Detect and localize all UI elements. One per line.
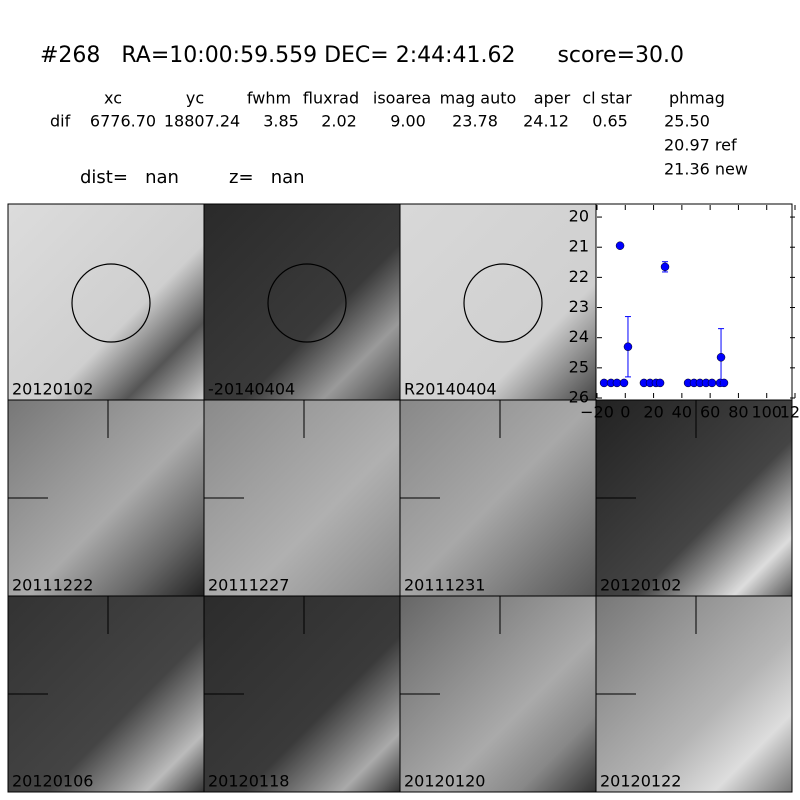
y-tick-label: 24 <box>569 327 589 346</box>
y-tick-label: 23 <box>569 297 589 316</box>
tile-label: R20140404 <box>404 380 497 399</box>
tile-label: 20120120 <box>404 772 485 791</box>
image-tile <box>399 203 597 401</box>
x-tick-label: 40 <box>672 403 692 422</box>
data-point <box>716 353 726 362</box>
row-label: dif <box>50 112 71 131</box>
data-point <box>707 378 717 388</box>
y-tick-label: 20 <box>569 207 589 226</box>
image-tile <box>203 203 401 401</box>
y-tick-label: 21 <box>569 237 589 256</box>
column-header: aper <box>534 89 571 108</box>
tile-label: -20140404 <box>208 380 295 399</box>
cell-value: 2.02 <box>321 112 357 131</box>
dist: dist= nan <box>80 167 179 188</box>
cell-value: 25.50 <box>664 112 710 131</box>
column-header: mag auto <box>440 89 517 108</box>
data-point <box>619 378 629 388</box>
data-point <box>615 241 625 250</box>
column-header: yc <box>186 89 204 108</box>
data-point <box>623 342 633 351</box>
y-tick-label: 22 <box>569 267 589 286</box>
y-tick-label: 26 <box>569 388 589 407</box>
tile-label: 20120122 <box>600 772 681 791</box>
data-point <box>660 262 670 272</box>
image-tile <box>7 203 205 401</box>
data-point <box>655 378 665 388</box>
x-tick-label: 120 <box>780 403 800 422</box>
tile-label: 20120118 <box>208 772 289 791</box>
x-tick-label: 100 <box>751 403 782 422</box>
column-header: cl star <box>582 89 632 108</box>
title: #268 RA=10:00:59.559 DEC= 2:44:41.62 sco… <box>40 43 684 68</box>
tile-label: 20111231 <box>404 576 485 595</box>
redshift: z= nan <box>229 167 305 188</box>
y-tick-label: 25 <box>569 357 589 376</box>
cell-value: 18807.24 <box>164 112 240 131</box>
cell-value: 23.78 <box>452 112 498 131</box>
aperture-circle <box>463 263 543 343</box>
new-mag: 21.36 new <box>664 160 748 179</box>
cell-value: 6776.70 <box>90 112 156 131</box>
x-tick-label: 0 <box>620 403 630 422</box>
aperture-circle <box>71 263 151 343</box>
tile-label: 20111222 <box>12 576 93 595</box>
cell-value: 24.12 <box>523 112 569 131</box>
cell-value: 3.85 <box>263 112 299 131</box>
tile-label: 20120102 <box>12 380 93 399</box>
column-header: isoarea <box>373 89 431 108</box>
cell-value: 0.65 <box>592 112 628 131</box>
data-point <box>612 378 622 388</box>
x-tick-label: 80 <box>728 403 748 422</box>
column-header: fwhm <box>247 89 291 108</box>
column-header: fluxrad <box>303 89 359 108</box>
ref-mag: 20.97 ref <box>664 136 737 155</box>
cell-value: 9.00 <box>390 112 426 131</box>
x-tick-label: 60 <box>700 403 720 422</box>
x-tick-label: −20 <box>580 403 614 422</box>
aperture-circle <box>267 263 347 343</box>
data-point <box>719 378 729 388</box>
column-header: phmag <box>669 89 725 108</box>
tile-label: 20120106 <box>12 772 93 791</box>
plot-background <box>595 203 793 401</box>
tile-label: 20111227 <box>208 576 289 595</box>
tile-label: 20120102 <box>600 576 681 595</box>
column-header: xc <box>104 89 122 108</box>
x-tick-label: 20 <box>643 403 663 422</box>
